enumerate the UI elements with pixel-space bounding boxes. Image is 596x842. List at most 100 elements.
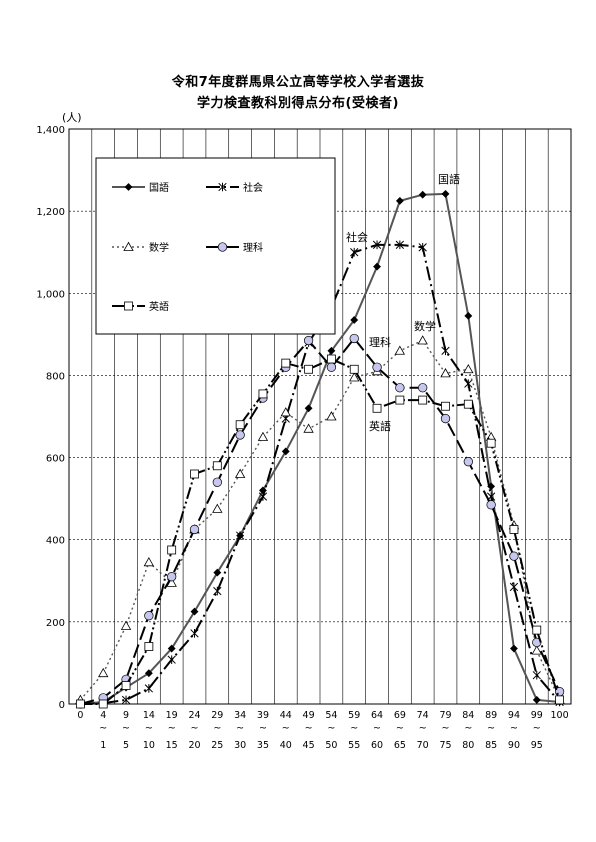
- x-tick-label: 29: [211, 710, 223, 721]
- data-point-marker: [76, 699, 85, 709]
- x-tick-separator: ~: [305, 723, 313, 734]
- data-point-marker: [217, 242, 228, 252]
- data-point-marker: [143, 556, 155, 567]
- data-point-marker: [144, 669, 153, 678]
- data-point-marker: [395, 240, 405, 250]
- x-tick-label: 64: [371, 710, 383, 721]
- x-tick-label: 84: [462, 710, 474, 721]
- x-tick-separator: ~: [145, 723, 153, 734]
- x-tick-separator: ~: [442, 723, 450, 734]
- x-tick-separator: ~: [168, 723, 176, 734]
- data-point-marker: [555, 695, 564, 705]
- data-point-marker: [303, 335, 314, 346]
- legend-label: 理科: [243, 241, 263, 254]
- data-point-marker: [532, 625, 542, 635]
- data-point-marker: [509, 551, 519, 561]
- y-tick-label: 600: [46, 454, 65, 465]
- data-point-marker: [349, 364, 359, 374]
- chart-subtitle: 学力検査教科別得点分布(受検者): [197, 96, 399, 111]
- data-point-marker: [189, 524, 200, 535]
- x-tick-label-end: 50: [325, 740, 337, 751]
- data-point-marker: [303, 423, 314, 433]
- series-annotation: 英語: [369, 419, 391, 433]
- x-tick-label-end: 10: [143, 740, 155, 751]
- legend-label: 数学: [149, 241, 169, 254]
- data-point-marker: [440, 413, 451, 424]
- x-tick-label-end: 35: [257, 740, 269, 751]
- data-point-marker: [509, 525, 519, 534]
- x-tick-label-end: 55: [348, 740, 360, 751]
- x-tick-separator: ~: [350, 723, 358, 734]
- data-point-marker: [395, 383, 405, 393]
- legend-item: 理科: [206, 241, 263, 254]
- data-point-marker: [98, 667, 109, 678]
- data-point-marker: [304, 404, 313, 413]
- data-point-marker: [258, 389, 268, 399]
- data-point-marker: [280, 407, 291, 417]
- data-point-marker: [463, 399, 473, 409]
- x-tick-separator: ~: [510, 723, 518, 734]
- x-tick-label-end: 70: [417, 740, 429, 751]
- data-point-marker: [372, 240, 382, 250]
- data-point-marker: [124, 183, 133, 191]
- data-point-marker: [464, 311, 473, 320]
- x-tick-separator: ~: [373, 723, 381, 734]
- x-tick-label-end: 95: [531, 740, 543, 751]
- data-point-marker: [441, 189, 450, 198]
- data-point-marker: [372, 362, 382, 372]
- data-point-marker: [441, 401, 450, 411]
- x-tick-separator: ~: [282, 723, 290, 734]
- x-tick-label: 54: [325, 710, 337, 721]
- y-tick-label: 800: [46, 371, 65, 382]
- data-point-marker: [98, 699, 108, 709]
- data-point-marker: [440, 368, 451, 378]
- legend-item: 国語: [112, 181, 169, 194]
- data-point-marker: [417, 335, 428, 345]
- series-annotation: 理科: [369, 335, 391, 349]
- data-point-marker: [350, 247, 359, 257]
- data-point-marker: [123, 241, 134, 251]
- data-point-marker: [326, 362, 337, 372]
- data-point-marker: [463, 457, 473, 467]
- legend-item: 英語: [112, 300, 169, 313]
- x-tick-label-end: 20: [188, 740, 200, 751]
- y-tick-label: 1,200: [36, 207, 65, 218]
- x-tick-label-end: 1: [100, 740, 106, 751]
- series-square: [76, 354, 564, 709]
- x-tick-label: 39: [257, 710, 269, 721]
- data-point-marker: [144, 611, 154, 621]
- data-point-marker: [234, 468, 246, 478]
- x-tick-label: 44: [280, 710, 292, 721]
- x-tick-separator: ~: [99, 723, 107, 734]
- x-tick-label: 89: [485, 710, 497, 721]
- x-tick-label-end: 15: [166, 740, 178, 751]
- x-tick-separator: ~: [259, 723, 267, 734]
- data-point-marker: [394, 345, 406, 355]
- x-tick-label-end: 60: [371, 740, 383, 751]
- x-tick-label-end: 5: [123, 740, 129, 751]
- legend-label: 英語: [149, 300, 169, 313]
- data-point-marker: [464, 379, 473, 388]
- series-line: [80, 358, 561, 705]
- data-point-marker: [257, 431, 269, 441]
- data-point-marker: [350, 316, 359, 324]
- data-point-marker: [144, 684, 154, 693]
- series-diamond: [76, 189, 564, 708]
- x-tick-label: 0: [77, 710, 83, 721]
- x-tick-label-end: 90: [508, 740, 520, 751]
- x-tick-separator: ~: [122, 723, 130, 734]
- x-tick-separator: ~: [191, 723, 199, 734]
- x-tick-label: 49: [303, 710, 315, 721]
- data-point-marker: [258, 492, 268, 501]
- data-point-marker: [213, 586, 222, 596]
- x-tick-label: 59: [348, 710, 360, 721]
- legend-item: 社会: [206, 181, 263, 194]
- data-point-marker: [509, 582, 519, 592]
- y-tick-label: 0: [59, 700, 65, 711]
- data-point-marker: [212, 503, 223, 513]
- data-point-marker: [349, 372, 360, 382]
- x-tick-label: 19: [166, 710, 178, 721]
- data-point-marker: [373, 262, 381, 271]
- legend-label: 社会: [243, 181, 263, 194]
